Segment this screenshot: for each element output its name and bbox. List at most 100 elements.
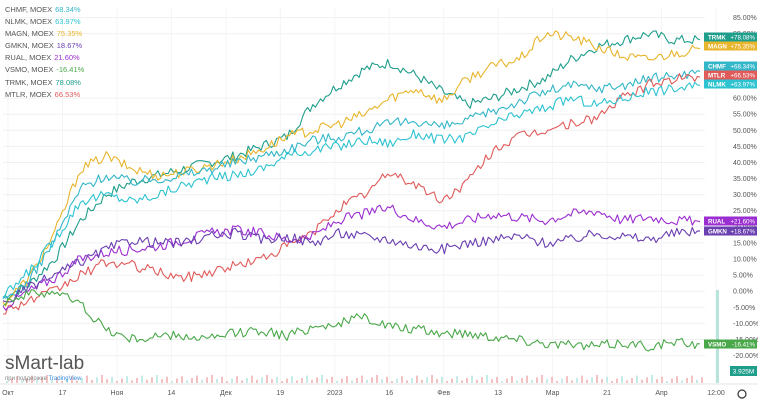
volume-bar <box>511 376 513 383</box>
volume-bar <box>416 375 418 383</box>
last-value-tags: TRMK +78.08%MAGN +75.35% CHMF +68.34% MTLR +66… <box>704 32 757 349</box>
x-tick-label: Дек <box>220 390 233 397</box>
legend-item-trmk[interactable]: TRMK, MOEX 78.08% <box>5 77 84 89</box>
tradingview-link[interactable]: TradingView <box>48 376 82 382</box>
last-tag-symbol: GMKN <box>708 229 727 236</box>
volume-bar <box>106 379 108 383</box>
legend-item-magn[interactable]: MAGN, MOEX 75.35% <box>5 28 84 40</box>
volume-bar <box>471 375 473 383</box>
volume-bar <box>351 380 353 383</box>
volume-bar <box>156 375 158 383</box>
legend-item-vsmo[interactable]: VSMO, MOEX -16.41% <box>5 64 84 76</box>
legend-value: 18.67% <box>56 41 83 51</box>
volume-bar <box>31 375 33 383</box>
settings-icon[interactable] <box>737 389 747 399</box>
volume-bar <box>446 381 448 383</box>
volume-bar <box>6 381 8 383</box>
last-tag-symbol: MAGN <box>708 44 727 51</box>
volume-bar <box>686 378 688 383</box>
volume-bar <box>571 380 573 383</box>
volume-bar <box>306 375 308 383</box>
legend-item-nlmk[interactable]: NLMK, MOEX 63.97% <box>5 16 84 28</box>
volume-bar <box>161 379 163 383</box>
grid <box>3 8 717 384</box>
volume-bar <box>411 378 413 383</box>
last-tag-magn: MAGN +75.35% <box>704 41 757 51</box>
volume-bar <box>81 378 83 383</box>
volume-bar <box>401 376 403 383</box>
legend-item-gmkn[interactable]: GMKN, MOEX 18.67% <box>5 40 84 52</box>
last-tag-value: +63.97% <box>730 82 755 89</box>
x-tick-label: 14 <box>167 390 175 397</box>
last-tag-mtlr: MTLR +66.53% <box>704 70 757 80</box>
legend-item-rual[interactable]: RUAL, MOEX 21.60% <box>5 52 84 64</box>
volume-bar <box>641 379 643 383</box>
legend-symbol: MAGN, MOEX <box>5 29 54 39</box>
y-tick-label: -10.00% <box>733 321 758 328</box>
volume-bar <box>491 379 493 383</box>
volume-bar <box>436 379 438 383</box>
volume-bar <box>56 376 58 383</box>
last-tag-value: -16.41% <box>732 342 756 349</box>
volume-bar <box>606 376 608 383</box>
y-tick-label: 45.00% <box>733 144 757 151</box>
legend-value: 78.08% <box>55 77 81 87</box>
y-tick-label: 40.00% <box>733 160 757 167</box>
legend-item-chmf[interactable]: CHMF, MOEX 68.34% <box>5 4 84 16</box>
volume-bar <box>236 376 238 383</box>
volume-bar <box>501 381 503 383</box>
volume-bar <box>251 375 253 383</box>
volume-bar <box>586 379 588 383</box>
volume-bar <box>526 375 528 383</box>
volume-bar <box>116 381 118 383</box>
x-tick-label: Мар <box>546 390 560 397</box>
y-tick-label: -20.00% <box>733 353 758 360</box>
volume-bar <box>121 378 123 383</box>
volume-bar <box>336 381 338 383</box>
last-tag-rual: RUAL +21.60% <box>704 216 757 226</box>
volume-bar <box>46 375 48 383</box>
volume-bar <box>636 375 638 383</box>
volume-bar <box>221 376 223 383</box>
volume-bar <box>326 379 328 383</box>
volume-bar <box>26 378 28 383</box>
volume-bar <box>561 378 563 383</box>
volume-bar <box>261 377 263 383</box>
series-line-trmk <box>2 30 701 300</box>
last-tag-chmf: CHMF +68.34% <box>704 61 757 71</box>
volume-bar <box>211 375 213 383</box>
last-tag-value: +66.53% <box>730 73 755 80</box>
series-lines <box>2 30 701 352</box>
legend-symbol: GMKN, MOEX <box>5 41 54 51</box>
y-tick-label: 15.00% <box>733 240 757 247</box>
x-axis: Окт 17 Ноя 14 Дек 19 2023 16 Фев 13 Мар 21 Апр 12:00 <box>0 383 758 397</box>
y-tick-label: 0.00% <box>733 289 753 296</box>
volume-bar <box>361 375 363 383</box>
y-tick-label: 85.00% <box>733 15 757 22</box>
y-axis: 85.00%80.00%60.00%55.00%50.00%45.00%40.0… <box>733 15 758 360</box>
volume-bar <box>141 375 143 383</box>
y-tick-label: -5.00% <box>733 305 755 312</box>
volume-bar <box>226 381 228 383</box>
volume-bar <box>541 375 543 383</box>
volume-bar <box>316 377 318 383</box>
volume-bar <box>186 380 188 383</box>
volume-bar <box>151 377 153 383</box>
legend-symbol: MTLR, MOEX <box>5 89 52 99</box>
x-tick-label: 2023 <box>327 390 343 397</box>
y-tick-label: 30.00% <box>733 192 757 199</box>
volume-bar <box>376 375 378 383</box>
volume-bar <box>546 379 548 383</box>
y-tick-label: 5.00% <box>733 273 753 280</box>
x-tick-label: 17 <box>59 390 67 397</box>
legend-item-mtlr[interactable]: MTLR, MOEX 66.53% <box>5 89 84 101</box>
volume-bar <box>681 380 683 383</box>
last-tag-symbol: RUAL <box>708 219 725 226</box>
volume-bar <box>286 378 288 383</box>
volume-bar <box>611 381 613 383</box>
volume-bar <box>206 377 208 383</box>
volume-bar <box>71 376 73 383</box>
volume-bar <box>21 380 23 383</box>
x-tick-label: 12:00 <box>707 390 725 397</box>
volume-bar <box>466 378 468 383</box>
